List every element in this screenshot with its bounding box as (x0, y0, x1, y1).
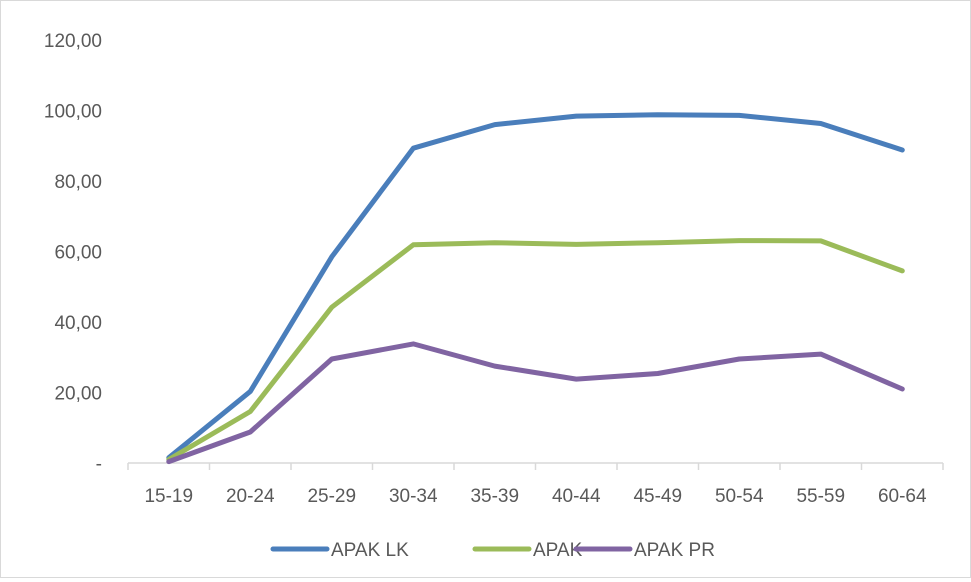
y-tick-label: 120,00 (44, 31, 102, 52)
y-tick-label: 100,00 (44, 102, 102, 123)
legend-label: APAK LK (331, 540, 409, 561)
x-tick-label: 40-44 (552, 486, 601, 507)
y-tick-label: 80,00 (54, 172, 102, 193)
x-tick-label: 60-64 (878, 486, 927, 507)
legend-label: APAK PR (634, 540, 715, 561)
x-tick-label: 55-59 (796, 486, 845, 507)
x-tick-label: 35-39 (470, 486, 519, 507)
series-line-1 (166, 238, 905, 462)
x-tick-label: 45-49 (633, 486, 682, 507)
legend: APAK LK APAK APAK PR (270, 540, 715, 561)
series-lines (166, 112, 905, 465)
y-tick-label: 20,00 (54, 384, 102, 405)
y-tick-label: - (96, 454, 102, 475)
x-tick-label: 15-19 (144, 486, 193, 507)
series-line-0 (166, 112, 905, 461)
legend-label: APAK (533, 540, 583, 561)
series-line-2 (166, 341, 905, 465)
x-axis: 15-19 20-24 25-29 30-34 35-39 40-44 45-49 50-54… (127, 462, 944, 507)
x-tick-label: 30-34 (389, 486, 438, 507)
y-tick-label: 60,00 (54, 243, 102, 264)
x-tick-label: 20-24 (226, 486, 275, 507)
x-tick-label: 25-29 (307, 486, 356, 507)
x-tick-label: 50-54 (715, 486, 764, 507)
y-axis: - 20,00 40,00 60,00 80,00 100,00 120,00 (44, 31, 102, 475)
y-tick-label: 40,00 (54, 313, 102, 334)
